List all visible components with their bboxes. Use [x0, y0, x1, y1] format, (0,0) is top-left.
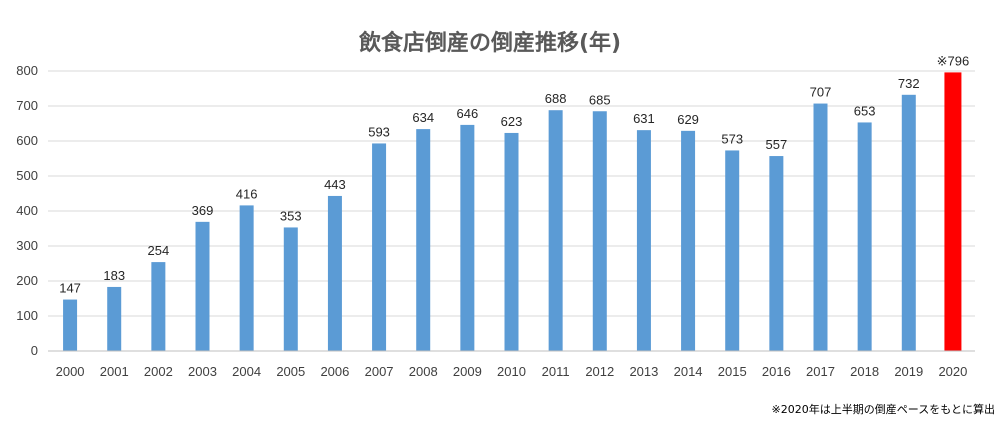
- x-tick-label-2014: 2014: [674, 364, 703, 379]
- x-tick-label-2005: 2005: [276, 364, 305, 379]
- data-label-2001: 183: [103, 268, 125, 283]
- data-label-2006: 443: [324, 177, 346, 192]
- data-label-2013: 631: [633, 111, 655, 126]
- bar-2016: [769, 156, 784, 351]
- data-label-2014: 629: [677, 112, 699, 127]
- x-tick-label-2010: 2010: [497, 364, 526, 379]
- data-label-2017: 707: [810, 85, 832, 100]
- x-tick-label-2015: 2015: [718, 364, 747, 379]
- x-tick-label-2018: 2018: [850, 364, 879, 379]
- y-tick-label: 200: [16, 273, 38, 288]
- y-tick-label: 400: [16, 203, 38, 218]
- bar-2018: [857, 122, 872, 351]
- x-axis-tick-labels: 2000 2001 2002 2003 2004 2005 2006 2007 2008 2009…: [56, 364, 968, 379]
- y-tick-label: 800: [16, 63, 38, 78]
- data-label-2008: 634: [412, 110, 434, 125]
- bar-2006: [327, 195, 342, 351]
- y-tick-label: 700: [16, 98, 38, 113]
- data-label-2019: 732: [898, 76, 920, 91]
- bar-2019: [901, 94, 916, 352]
- footnote: ※2020年は上半期の倒産ペースをもとに算出: [772, 402, 995, 416]
- x-tick-label-2019: 2019: [894, 364, 923, 379]
- data-label-2015: 573: [721, 131, 743, 146]
- x-tick-label-2009: 2009: [453, 364, 482, 379]
- x-tick-label-2011: 2011: [542, 364, 570, 379]
- bar-2014: [681, 130, 696, 351]
- bar-2004: [239, 205, 254, 351]
- data-labels: 147 183 254 369 416 353 443 593 634 646 623 688 685 6…: [59, 53, 969, 295]
- data-label-2020: ※796: [937, 53, 970, 68]
- bar-2007: [372, 143, 387, 351]
- data-label-2016: 557: [766, 137, 788, 152]
- x-tick-label-2013: 2013: [629, 364, 658, 379]
- x-tick-label-2001: 2001: [100, 364, 129, 379]
- y-tick-label: 300: [16, 238, 38, 253]
- bar-2020: [944, 72, 962, 352]
- bar-2001: [107, 286, 122, 351]
- bar-2000: [63, 299, 78, 351]
- y-axis-tick-labels: 0 100 200 300 400 500 600 700 800: [16, 63, 38, 358]
- x-tick-label-2012: 2012: [585, 364, 614, 379]
- bar-2008: [416, 129, 431, 351]
- y-tick-label: 600: [16, 133, 38, 148]
- x-tick-label-2008: 2008: [409, 364, 438, 379]
- data-label-2004: 416: [236, 186, 258, 201]
- data-label-2000: 147: [59, 281, 81, 296]
- x-tick-label-2020: 2020: [938, 364, 967, 379]
- x-tick-label-2000: 2000: [56, 364, 85, 379]
- x-tick-label-2016: 2016: [762, 364, 791, 379]
- x-tick-label-2006: 2006: [320, 364, 349, 379]
- chart-title: 飲食店倒産の倒産推移(年): [358, 30, 621, 56]
- x-tick-label-2004: 2004: [232, 364, 261, 379]
- x-tick-label-2017: 2017: [806, 364, 835, 379]
- data-label-2002: 254: [148, 243, 170, 258]
- bars: [63, 72, 962, 352]
- data-label-2005: 353: [280, 208, 302, 223]
- bar-2009: [460, 124, 475, 352]
- data-label-2007: 593: [368, 124, 390, 139]
- y-tick-label: 0: [31, 343, 38, 358]
- y-tick-label: 100: [16, 308, 38, 323]
- bar-2005: [283, 227, 298, 351]
- x-tick-label-2003: 2003: [188, 364, 217, 379]
- bar-2015: [725, 150, 740, 351]
- bar-2003: [195, 221, 210, 351]
- data-label-2011: 688: [545, 91, 567, 106]
- bar-2013: [636, 130, 651, 351]
- bar-2002: [151, 262, 166, 351]
- data-label-2003: 369: [192, 203, 214, 218]
- data-label-2012: 685: [589, 92, 611, 107]
- data-label-2009: 646: [457, 106, 479, 121]
- bar-2011: [548, 110, 563, 351]
- bar-2012: [592, 111, 607, 351]
- data-label-2018: 653: [854, 103, 876, 118]
- x-tick-label-2002: 2002: [144, 364, 173, 379]
- y-tick-label: 500: [16, 168, 38, 183]
- x-tick-label-2007: 2007: [365, 364, 394, 379]
- data-label-2010: 623: [501, 114, 523, 129]
- bar-2017: [813, 103, 828, 351]
- bar-2010: [504, 132, 519, 351]
